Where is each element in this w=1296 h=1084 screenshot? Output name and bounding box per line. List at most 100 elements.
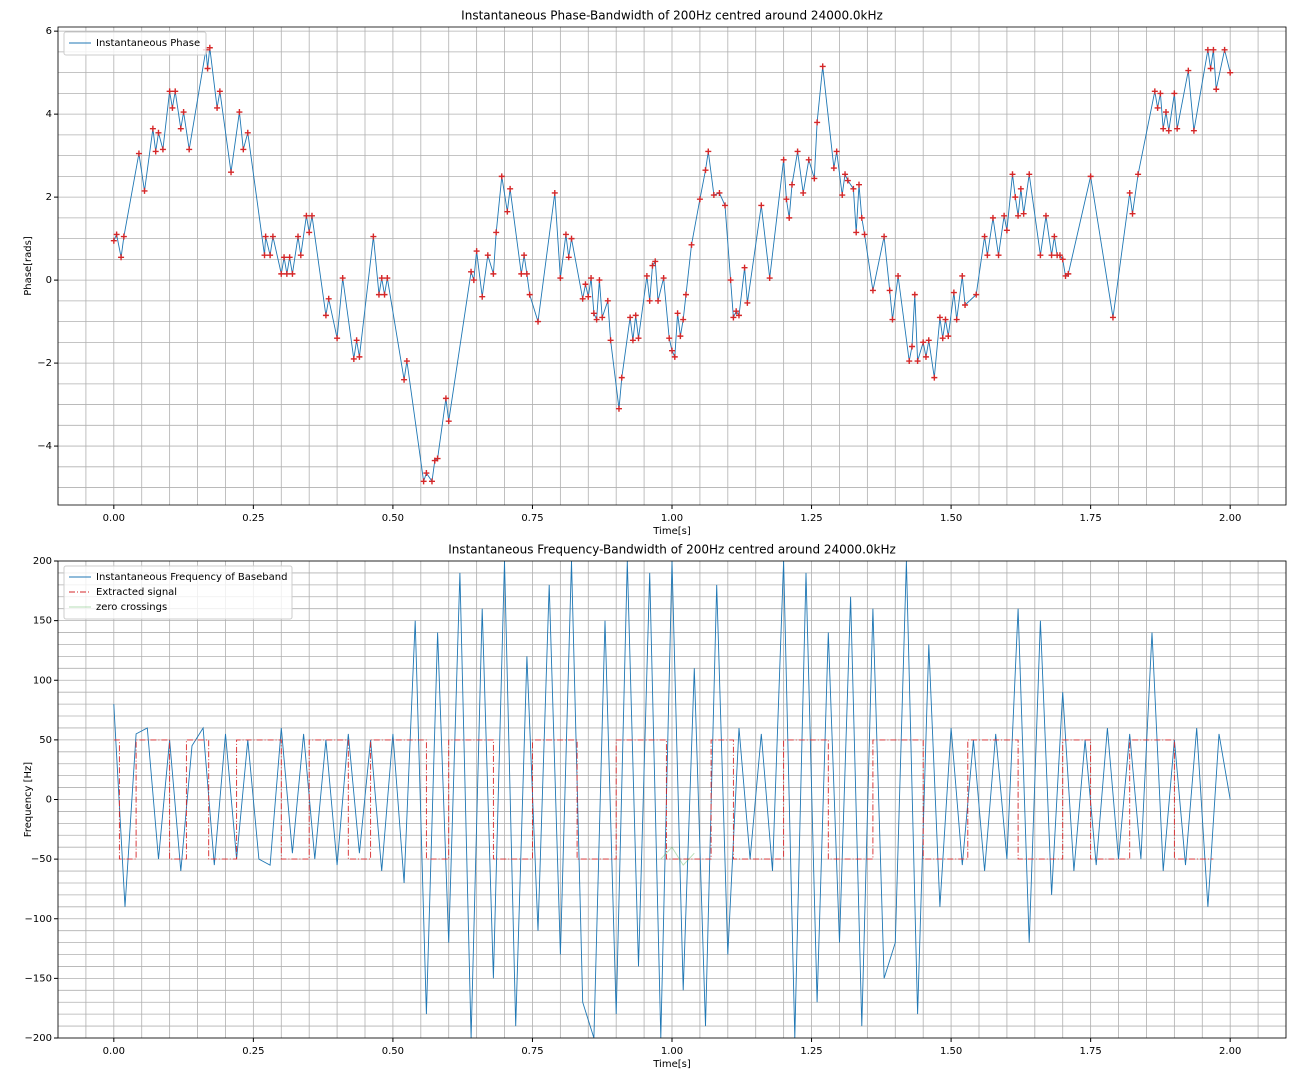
point-marker (434, 455, 441, 462)
chart-title: Instantaneous Frequency-Bandwidth of 200… (448, 543, 896, 557)
point-marker (735, 312, 742, 319)
point-marker (1003, 227, 1010, 234)
point-marker (579, 295, 586, 302)
point-marker (680, 316, 687, 323)
point-marker (1160, 125, 1167, 132)
point-marker (973, 291, 980, 298)
point-marker (984, 252, 991, 259)
point-marker (1012, 194, 1019, 201)
point-marker (141, 187, 148, 194)
point-marker (339, 275, 346, 282)
point-marker (370, 233, 377, 240)
point-marker (1048, 252, 1055, 259)
point-marker (159, 146, 166, 153)
y-tick-label: 200 (33, 556, 52, 567)
point-marker (322, 312, 329, 319)
x-tick-label: 0.25 (242, 1046, 264, 1057)
point-marker (911, 291, 918, 298)
series-line (660, 846, 695, 866)
point-marker (557, 275, 564, 282)
chart-title: Instantaneous Phase-Bandwidth of 200Hz c… (461, 9, 883, 23)
point-marker (853, 229, 860, 236)
x-tick-label: 1.50 (940, 1046, 962, 1057)
point-marker (1154, 104, 1161, 111)
x-tick-label: 0.50 (382, 513, 404, 524)
y-tick-label: 6 (46, 26, 52, 37)
legend-label: Instantaneous Phase (96, 38, 200, 49)
point-marker (403, 358, 410, 365)
point-marker (289, 270, 296, 277)
point-marker (789, 181, 796, 188)
point-marker (1213, 86, 1220, 93)
y-tick-label: 0 (46, 275, 52, 286)
point-marker (523, 270, 530, 277)
point-marker (858, 214, 865, 221)
point-marker (655, 297, 662, 304)
point-marker (833, 148, 840, 155)
axes: 0.00 0.25 0.50 0.75 1.00 1.25 1.50 1.75 2.00 −4 −2… (23, 9, 1287, 537)
point-marker (468, 268, 475, 275)
point-marker (350, 355, 357, 362)
point-marker (582, 281, 589, 288)
point-marker (674, 310, 681, 317)
point-marker (1126, 189, 1133, 196)
x-tick-label: 2.00 (1219, 1046, 1241, 1057)
point-marker (766, 275, 773, 282)
point-marker (1087, 173, 1094, 180)
point-marker (618, 374, 625, 381)
y-tick-label: −50 (31, 854, 52, 865)
point-marker (135, 150, 142, 157)
series-group (110, 44, 1234, 485)
x-tick-label: 0.25 (242, 513, 264, 524)
point-marker (855, 181, 862, 188)
point-marker (1151, 88, 1158, 95)
axes-frame (57, 26, 1287, 506)
point-marker (599, 314, 606, 321)
point-marker (588, 275, 595, 282)
point-marker (375, 291, 382, 298)
point-marker (585, 293, 592, 300)
point-marker (428, 478, 435, 485)
point-marker (228, 169, 235, 176)
x-tick-label: 0.00 (103, 1046, 125, 1057)
point-marker (652, 258, 659, 265)
point-marker (551, 189, 558, 196)
point-marker (593, 316, 600, 323)
point-marker (206, 44, 213, 51)
x-tick-label: 1.25 (800, 1046, 822, 1057)
point-marker (945, 333, 952, 340)
point-marker (920, 339, 927, 346)
legend-label: zero crossings (96, 602, 167, 613)
legend-label: Extracted signal (96, 587, 177, 598)
point-marker (269, 233, 276, 240)
point-marker (722, 202, 729, 209)
series-group (113, 561, 1231, 1038)
series-line (113, 47, 1231, 483)
point-marker (995, 252, 1002, 259)
point-marker (869, 287, 876, 294)
point-marker (479, 293, 486, 300)
legend-label: Instantaneous Frequency of Baseband (96, 572, 287, 583)
point-marker (1017, 185, 1024, 192)
point-marker (733, 308, 740, 315)
point-marker (470, 277, 477, 284)
point-marker (493, 229, 500, 236)
point-marker (401, 376, 408, 383)
point-marker (1207, 65, 1214, 72)
point-marker (596, 277, 603, 284)
point-marker (1204, 46, 1211, 53)
point-marker (844, 177, 851, 184)
point-marker (526, 291, 533, 298)
point-marker (384, 275, 391, 282)
point-marker (830, 165, 837, 172)
point-marker (334, 335, 341, 342)
point-marker (886, 287, 893, 294)
point-marker (120, 233, 127, 240)
point-marker (214, 104, 221, 111)
point-marker (113, 231, 120, 238)
point-marker (906, 358, 913, 365)
point-marker (1001, 212, 1008, 219)
point-marker (204, 65, 211, 72)
x-tick-label: 1.00 (661, 513, 683, 524)
